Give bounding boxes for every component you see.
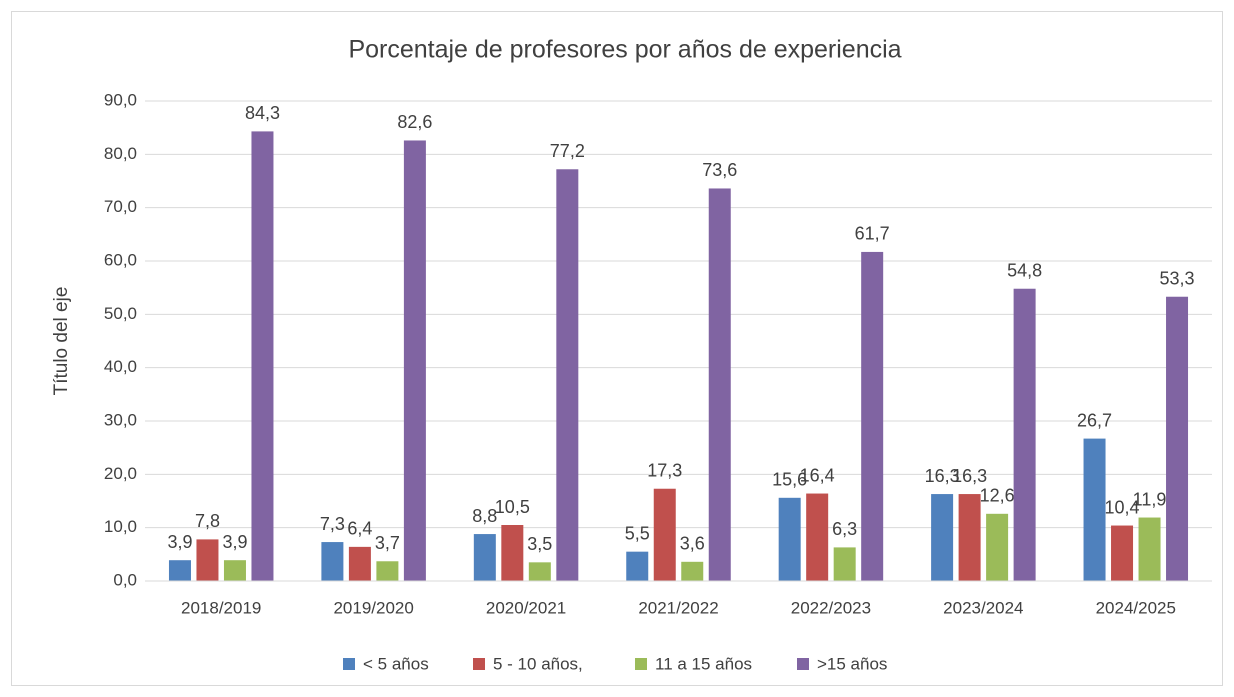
data-label: 6,4	[347, 519, 372, 539]
legend-swatch	[797, 658, 809, 670]
legend-label: < 5 años	[363, 654, 429, 673]
legend-swatch	[473, 658, 485, 670]
bar	[653, 488, 676, 581]
data-label: 17,3	[647, 460, 682, 480]
data-label: 61,7	[855, 224, 890, 244]
data-label: 16,4	[800, 465, 835, 485]
bar	[958, 494, 981, 581]
legend-label: >15 años	[817, 654, 887, 673]
bar	[528, 562, 551, 581]
bar	[626, 551, 649, 581]
data-label: 15,6	[772, 470, 807, 490]
data-label: 10,4	[1105, 497, 1140, 517]
y-tick-label: 50,0	[104, 304, 137, 323]
data-label: 3,9	[167, 532, 192, 552]
bar	[986, 513, 1009, 581]
bar	[708, 188, 731, 581]
bar	[833, 547, 856, 581]
data-label: 54,8	[1007, 260, 1042, 280]
data-label: 16,3	[952, 466, 987, 486]
data-label: 12,6	[980, 486, 1015, 506]
x-tick-label: 2022/2023	[791, 598, 871, 617]
data-label: 53,3	[1160, 268, 1195, 288]
bar	[681, 561, 704, 581]
data-label: 26,7	[1077, 410, 1112, 430]
data-label: 16,3	[925, 466, 960, 486]
data-label: 84,3	[245, 103, 280, 123]
data-label: 5,5	[625, 523, 650, 543]
bar	[473, 534, 496, 581]
data-label: 7,3	[320, 514, 345, 534]
legend-swatch	[343, 658, 355, 670]
bar	[1166, 296, 1189, 581]
chart-title: Porcentaje de profesores por años de exp…	[348, 36, 901, 64]
bar	[1013, 288, 1036, 581]
bar	[376, 561, 399, 581]
bar	[403, 140, 426, 581]
data-label: 77,2	[550, 141, 585, 161]
data-label: 7,8	[195, 511, 220, 531]
data-label: 10,5	[495, 497, 530, 517]
bar	[806, 493, 829, 581]
x-tick-label: 2018/2019	[181, 598, 261, 617]
y-tick-label: 40,0	[104, 357, 137, 376]
x-tick-label: 2021/2022	[638, 598, 718, 617]
y-tick-label: 70,0	[104, 197, 137, 216]
data-label: 73,6	[702, 160, 737, 180]
y-tick-label: 80,0	[104, 144, 137, 163]
legend-swatch	[635, 658, 647, 670]
data-label: 3,7	[375, 533, 400, 553]
bar	[223, 560, 246, 581]
bar	[1083, 438, 1106, 581]
bar	[556, 169, 579, 581]
bar	[931, 494, 954, 581]
x-tick-label: 2024/2025	[1096, 598, 1176, 617]
bar	[778, 497, 801, 581]
data-label: 82,6	[397, 112, 432, 132]
data-label: 11,9	[1133, 489, 1167, 509]
chart-frame	[11, 11, 1223, 686]
data-label: 6,3	[832, 519, 857, 539]
bar	[1138, 517, 1161, 581]
bar	[1111, 525, 1134, 581]
data-label: 3,9	[222, 532, 247, 552]
bar	[321, 542, 344, 581]
bar	[196, 539, 219, 581]
y-tick-label: 60,0	[104, 250, 137, 269]
y-axis-title: Título del eje	[51, 287, 72, 396]
bar	[168, 560, 191, 581]
y-tick-label: 10,0	[104, 517, 137, 536]
data-label: 8,8	[472, 506, 497, 526]
bar	[251, 131, 274, 581]
data-label: 3,5	[527, 534, 552, 554]
x-tick-label: 2020/2021	[486, 598, 566, 617]
data-label: 3,6	[680, 534, 705, 554]
legend-label: 5 - 10 años,	[493, 654, 583, 673]
bar	[348, 546, 371, 581]
y-tick-label: 90,0	[104, 90, 137, 109]
y-tick-label: 30,0	[104, 410, 137, 429]
y-tick-label: 0,0	[113, 570, 137, 589]
legend-label: 11 a 15 años	[655, 654, 752, 673]
bar	[501, 525, 524, 581]
y-tick-label: 20,0	[104, 464, 137, 483]
bar	[861, 251, 884, 581]
x-tick-label: 2023/2024	[943, 598, 1023, 617]
x-tick-label: 2019/2020	[333, 598, 413, 617]
